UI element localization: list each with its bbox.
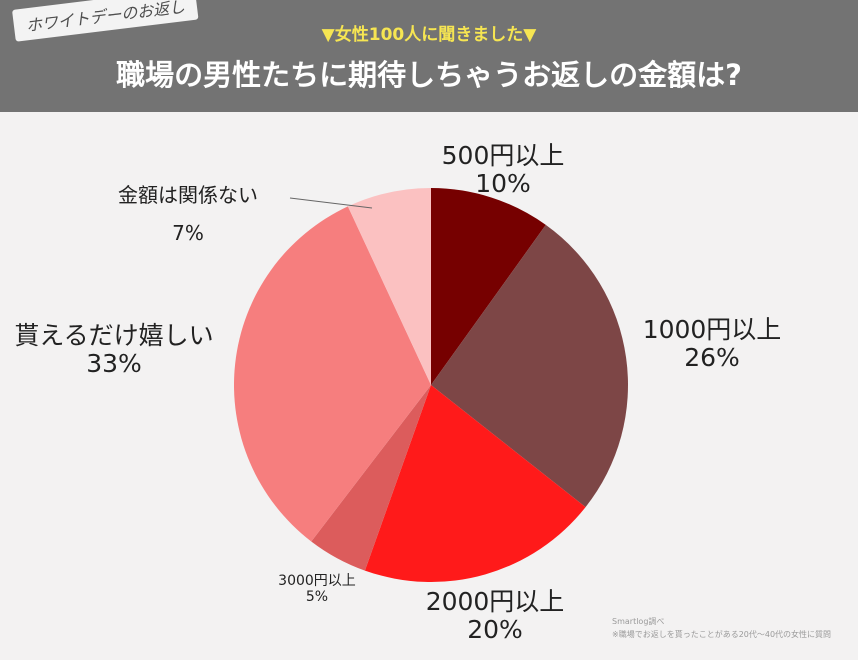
label-500: 500円以上 10% (418, 142, 588, 198)
label-1000-percent: 26% (684, 343, 740, 372)
label-no-matter-percent: 7% (172, 221, 204, 245)
label-1000: 1000円以上 26% (612, 316, 812, 372)
label-1000-name: 1000円以上 (642, 315, 782, 344)
pie-slice-1 (431, 224, 628, 508)
survey-subtitle: ▼女性100人に聞きました▼ (321, 25, 537, 45)
pie-slice-2 (364, 385, 586, 582)
label-3000-percent: 5% (305, 588, 329, 605)
pie-slice-0 (431, 188, 546, 385)
pie-slice-4 (233, 206, 431, 542)
label-3000: 3000円以上 5% (262, 573, 372, 605)
pie-slice-3 (311, 385, 431, 571)
leader-line (289, 197, 373, 209)
source-credit: Smartlog調べ ※職場でお返しを貰ったことがある20代～40代の女性に質問 (612, 616, 831, 642)
label-2000-name: 2000円以上 (425, 587, 565, 616)
label-no-matter-name: 金額は関係ない (118, 183, 258, 207)
label-happy-percent: 33% (86, 349, 142, 378)
label-3000-name: 3000円以上 (278, 573, 356, 589)
header-banner: ホワイトデーのお返し ▼女性100人に聞きました▼ 職場の男性たちに期待しちゃう… (0, 0, 858, 112)
label-2000-percent: 20% (467, 615, 523, 644)
label-no-matter: 金額は関係ない 7% (88, 176, 288, 252)
label-2000: 2000円以上 20% (400, 588, 590, 644)
label-happy-name: 貰えるだけ嬉しい (14, 321, 214, 350)
chart-title: 職場の男性たちに期待しちゃうお返しの金額は? (116, 58, 742, 92)
label-happy: 貰えるだけ嬉しい 33% (0, 322, 228, 378)
credit-line-2: ※職場でお返しを貰ったことがある20代～40代の女性に質問 (612, 629, 832, 639)
label-500-percent: 10% (475, 169, 531, 198)
pie-slice-5 (347, 188, 431, 385)
label-500-name: 500円以上 (441, 141, 565, 170)
credit-line-1: Smartlog調べ (612, 617, 665, 626)
